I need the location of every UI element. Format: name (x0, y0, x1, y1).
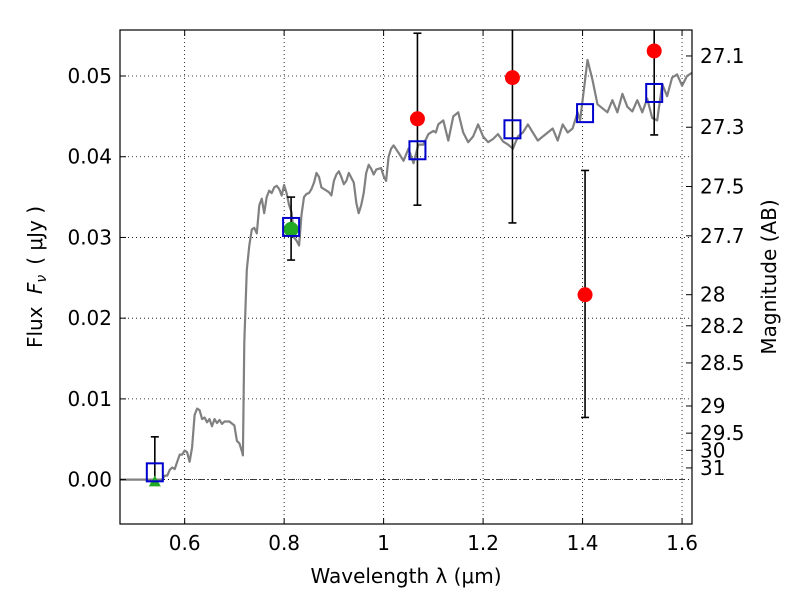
y-axis-label-symbol: F (23, 282, 47, 294)
mag-tick-label-2: 27.5 (700, 175, 745, 199)
x-tick-labels: 0.6 0.8 1 1.2 1.4 1.6 (169, 531, 698, 555)
y-tick-label-4: 0.04 (67, 145, 112, 169)
plot-frame (119, 29, 693, 525)
model-square-3 (503, 119, 522, 140)
model-spectrum (120, 58, 693, 481)
mag-tick-label-8: 29.5 (700, 421, 745, 445)
x-tick-label-3: 1.2 (467, 531, 499, 555)
spectrum-line (120, 58, 693, 481)
y-axis-label-prefix: Flux (23, 300, 47, 348)
mag-tick-label-5: 28.2 (700, 314, 745, 338)
model-square-5 (645, 82, 664, 103)
mag-tick-label-10: 31 (700, 456, 725, 480)
mag-tick-label-1: 27.3 (700, 115, 745, 139)
observed-point-2 (577, 287, 593, 303)
y-tick-label-5: 0.05 (67, 64, 112, 88)
model-square-0 (145, 462, 164, 483)
y-axis-label-unit: ( μJy ) (23, 206, 47, 265)
model-square-4 (576, 103, 595, 124)
mag-tick-label-7: 29 (700, 394, 725, 418)
x-tick-label-2: 1 (377, 531, 390, 555)
observed-point-0 (409, 111, 425, 127)
x-tick-label-5: 1.6 (666, 531, 698, 555)
y-axis-label: Flux Fν ( μJy ) (23, 206, 50, 348)
y-tick-labels: 0.00 0.01 0.02 0.03 0.04 0.05 (67, 64, 112, 492)
mag-tick-label-4: 28 (700, 283, 725, 307)
axis-ticks (120, 30, 692, 524)
model-square-1 (282, 216, 301, 237)
mag-tick-label-6: 28.5 (700, 351, 745, 375)
data-markers (145, 43, 664, 487)
x-tick-label-4: 1.4 (567, 531, 599, 555)
mag-tick-label-3: 27.7 (700, 224, 745, 248)
x-tick-label-0: 0.6 (169, 531, 201, 555)
magnitude-axis-label: Magnitude (AB) (757, 199, 781, 354)
observed-point-3 (646, 43, 662, 59)
y-tick-label-0: 0.00 (67, 468, 112, 492)
detection-point-0 (283, 221, 299, 237)
model-square-2 (408, 140, 427, 161)
x-axis-label: Wavelength λ (μm) (310, 564, 501, 588)
y-tick-label-1: 0.01 (67, 387, 112, 411)
y-tick-label-3: 0.03 (67, 225, 112, 249)
observed-point-1 (504, 70, 520, 86)
y-axis-label-subscript: ν (34, 275, 50, 283)
x-tick-label-1: 0.8 (268, 531, 300, 555)
mag-tick-label-0: 27.1 (700, 44, 745, 68)
mag-tick-label-9: 30 (700, 438, 725, 462)
grid-lines (120, 30, 692, 524)
y-tick-label-2: 0.02 (67, 306, 112, 330)
